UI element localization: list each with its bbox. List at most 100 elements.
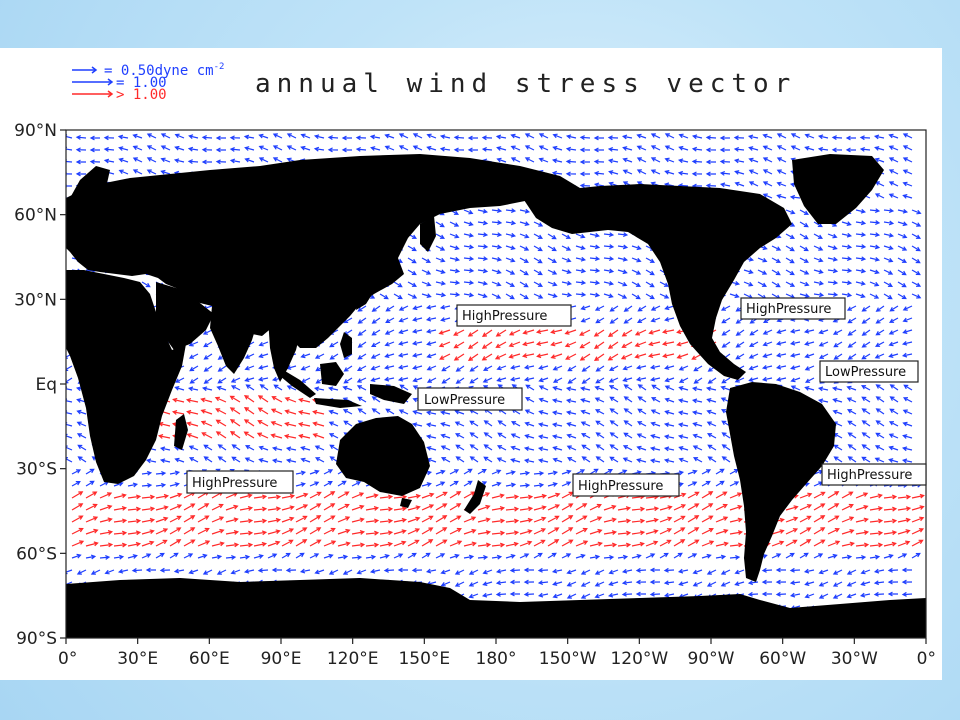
wind-vector (581, 444, 591, 451)
wind-vector (211, 503, 224, 511)
wind-vector (309, 503, 322, 511)
wind-vector (453, 135, 465, 141)
wind-vector (902, 145, 913, 151)
wind-vector (547, 539, 560, 547)
wind-vector (575, 233, 586, 239)
wind-vector (623, 384, 633, 391)
wind-vector (257, 567, 269, 573)
wind-vector (297, 422, 311, 427)
wind-vector (804, 353, 815, 359)
wind-vector (897, 553, 908, 559)
wind-vector (799, 209, 810, 215)
wind-vector (607, 592, 619, 598)
wind-vector (580, 398, 591, 403)
wind-vector (889, 384, 899, 391)
wind-vector (146, 145, 157, 151)
wind-vector (747, 134, 759, 140)
wind-vector (547, 552, 557, 559)
wind-vector (790, 377, 801, 383)
wind-vector (449, 491, 462, 499)
wind-vector (874, 457, 885, 463)
wind-vector (435, 503, 448, 511)
wind-vector (547, 504, 561, 511)
wind-vector (257, 407, 269, 415)
wind-vector (188, 134, 199, 140)
wind-vector (883, 494, 898, 500)
wind-vector (426, 145, 437, 151)
wind-vector (533, 470, 545, 476)
wind-vector (719, 147, 731, 153)
wind-vector (535, 341, 549, 346)
wind-vector (537, 592, 549, 598)
wind-vector (799, 245, 809, 252)
svg-text:LowPressure: LowPressure (424, 393, 505, 408)
wind-vector (132, 133, 143, 139)
wind-vector (449, 469, 460, 475)
wind-vector (631, 518, 646, 524)
wind-vector (155, 493, 170, 499)
wind-vector (435, 527, 448, 535)
label-high-s-pacific: HighPressure (572, 473, 680, 497)
wind-vector (595, 377, 605, 384)
wind-vector (651, 384, 661, 391)
wind-vector (314, 569, 325, 575)
wind-vector (813, 503, 826, 511)
wind-vector (608, 365, 619, 371)
wind-vector (449, 527, 462, 535)
wind-vector (533, 245, 543, 252)
wind-vector (281, 539, 294, 547)
svg-text:HighPressure: HighPressure (746, 302, 831, 317)
wind-vector (393, 281, 403, 288)
wind-vector (623, 432, 633, 439)
wind-vector (491, 493, 505, 499)
wind-vector (634, 329, 647, 336)
wind-vector (357, 353, 367, 360)
wind-vector (813, 292, 825, 298)
wind-vector (519, 221, 530, 226)
wind-vector (715, 480, 725, 487)
label-high-n-atlantic: HighPressure (740, 297, 846, 320)
wind-vector (525, 384, 535, 391)
wind-vector (215, 159, 227, 165)
wind-vector (496, 146, 507, 151)
wind-vector (365, 493, 379, 499)
wind-vector (833, 353, 843, 360)
wind-vector (127, 541, 142, 547)
wind-vector (902, 421, 913, 427)
wind-vector (888, 145, 899, 151)
wind-vector (505, 541, 519, 547)
wind-vector (869, 293, 880, 299)
wind-vector (623, 305, 633, 312)
wind-vector (477, 244, 489, 250)
wind-vector (201, 147, 213, 153)
wind-vector (439, 146, 451, 152)
wind-vector (440, 433, 451, 439)
wind-vector (132, 145, 143, 151)
wind-vector (813, 553, 824, 559)
wind-vector (875, 432, 885, 439)
wind-vector (188, 445, 199, 451)
wind-vector (677, 434, 689, 440)
wind-vector (550, 353, 563, 359)
land-madagascar (174, 414, 188, 450)
wind-vector (491, 208, 503, 214)
wind-vector (589, 503, 602, 511)
wind-vector (761, 567, 773, 573)
wind-vector (566, 457, 577, 463)
wind-vector (817, 134, 829, 140)
wind-vector (327, 135, 339, 141)
wind-vector (66, 365, 73, 372)
wind-vector (677, 410, 689, 416)
legend-entry-1: = 0.50dyne cm-2 (104, 62, 224, 79)
wind-vector (449, 280, 461, 286)
wind-vector (495, 568, 507, 574)
wind-vector (776, 133, 787, 139)
wind-vector (649, 567, 660, 573)
wind-vector (883, 232, 895, 238)
wind-vector (833, 341, 843, 348)
wind-vector (635, 567, 647, 573)
wind-vector (621, 580, 633, 586)
wind-vector (762, 181, 773, 187)
slide-panel: = 0.50dyne cm-2 = 1.00 > 1.00 annual win… (0, 48, 942, 680)
legend: = 0.50dyne cm-2 = 1.00 > 1.00 (72, 62, 224, 103)
